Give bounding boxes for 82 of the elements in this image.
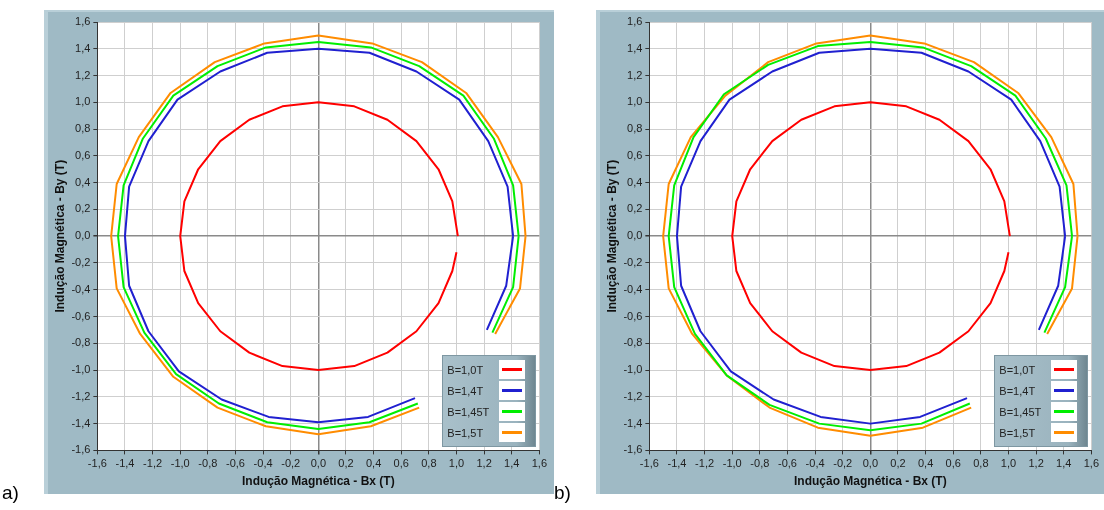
x-tick-label: -0,6 — [778, 457, 797, 470]
legend-label: B=1,0T — [999, 363, 1037, 376]
y-tick-label: -1,4 — [623, 416, 643, 429]
x-tick-label: 0,0 — [862, 457, 878, 470]
y-tick-label: -1,0 — [623, 363, 643, 376]
y-tick-label: 0,8 — [75, 122, 91, 135]
y-tick-label: -1,6 — [71, 443, 91, 456]
x-tick-label: 0,0 — [310, 457, 326, 470]
x-axis-title: Indução Magnética - Bx (T) — [242, 474, 395, 489]
x-tick-label: -0,8 — [198, 457, 218, 470]
y-tick-label: 0,8 — [627, 122, 643, 135]
y-tick-label: -0,4 — [71, 282, 91, 295]
x-tick-label: 0,8 — [421, 457, 437, 470]
legend-label: B=1,5T — [447, 426, 485, 439]
y-axis-title: Indução Magnética - By (T) — [52, 159, 67, 313]
x-tick-label: 1,0 — [1000, 457, 1017, 470]
y-tick-label: -0,8 — [623, 336, 643, 349]
x-tick-label: 0,4 — [917, 457, 934, 470]
y-tick-label: -1,6 — [623, 443, 643, 456]
y-tick-label: -1,2 — [623, 389, 643, 402]
x-tick-label: -1,4 — [667, 457, 687, 470]
x-tick-label: -0,2 — [833, 457, 853, 470]
x-tick-label: -0,6 — [226, 457, 245, 470]
x-tick-label: 0,8 — [973, 457, 989, 470]
x-tick-label: -1,2 — [695, 457, 715, 470]
x-tick-label: 1,4 — [1056, 457, 1072, 470]
y-tick-label: -1,4 — [71, 416, 91, 429]
y-tick-label: 0,4 — [75, 175, 91, 188]
y-tick-label: 1,2 — [75, 68, 91, 81]
x-tick-label: 0,4 — [365, 457, 382, 470]
x-tick-label: -1,6 — [639, 457, 659, 470]
x-tick-label: 0,2 — [890, 457, 906, 470]
y-tick-label: 0,0 — [75, 229, 91, 242]
y-tick-label: 1,0 — [627, 95, 643, 108]
x-tick-label: -1,6 — [87, 457, 107, 470]
x-tick-label: 1,2 — [476, 457, 492, 470]
x-tick-label: -0,4 — [805, 457, 825, 470]
x-tick-label: 0,2 — [338, 457, 354, 470]
x-tick-label: 1,4 — [504, 457, 520, 470]
x-tick-label: 1,6 — [1083, 457, 1099, 470]
text: b) — [554, 482, 571, 504]
y-tick-label: -0,2 — [71, 256, 91, 269]
x-tick-label: -0,4 — [253, 457, 273, 470]
y-axis-title: Indução Magnética - By (T) — [604, 159, 619, 313]
y-tick-label: 0,2 — [627, 202, 643, 215]
y-tick-label: 1,6 — [627, 15, 643, 28]
y-tick-label: 1,2 — [627, 68, 643, 81]
x-axis-title: Indução Magnética - Bx (T) — [794, 474, 947, 489]
text: a) — [2, 482, 19, 504]
x-tick-label: 1,2 — [1028, 457, 1044, 470]
legend-label: B=1,4T — [447, 384, 485, 397]
x-tick-label: 1,6 — [531, 457, 547, 470]
legend-label: B=1,45T — [447, 405, 491, 418]
x-tick-label: -1,0 — [170, 457, 190, 470]
y-tick-label: 0,0 — [627, 229, 643, 242]
legend-label: B=1,0T — [447, 363, 485, 376]
legend-label: B=1,45T — [999, 405, 1043, 418]
y-tick-label: 0,6 — [627, 148, 643, 161]
y-tick-label: 1,0 — [75, 95, 91, 108]
y-tick-label: 1,4 — [627, 41, 643, 54]
y-tick-label: -0,6 — [623, 309, 643, 322]
x-tick-label: -1,0 — [722, 457, 742, 470]
y-tick-label: -0,4 — [623, 282, 643, 295]
y-tick-label: 0,4 — [627, 175, 643, 188]
y-tick-label: -1,2 — [71, 389, 91, 402]
y-tick-label: 1,6 — [75, 15, 91, 28]
x-tick-label: 1,0 — [448, 457, 465, 470]
y-tick-label: -0,8 — [71, 336, 91, 349]
y-tick-label: 1,4 — [75, 41, 91, 54]
y-tick-label: 0,6 — [75, 148, 91, 161]
legend-label: B=1,4T — [999, 384, 1037, 397]
x-tick-label: 0,6 — [393, 457, 409, 470]
x-tick-label: -0,2 — [281, 457, 301, 470]
x-tick-label: -1,4 — [115, 457, 135, 470]
x-tick-label: 0,6 — [945, 457, 961, 470]
x-tick-label: -0,8 — [750, 457, 770, 470]
y-tick-label: -0,6 — [71, 309, 91, 322]
y-tick-label: -0,2 — [623, 256, 643, 269]
x-tick-label: -1,2 — [143, 457, 163, 470]
y-tick-label: -1,0 — [71, 363, 91, 376]
y-tick-label: 0,2 — [75, 202, 91, 215]
legend-label: B=1,5T — [999, 426, 1037, 439]
